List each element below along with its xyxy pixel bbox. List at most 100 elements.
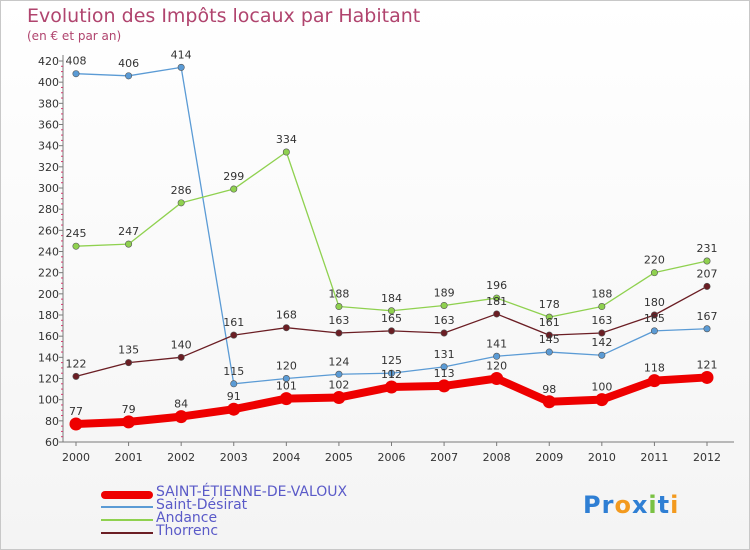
data-point-saint-desirat	[177, 63, 185, 71]
y-tick-label: 360	[38, 119, 59, 132]
data-point-saint-desirat	[335, 370, 343, 378]
y-tick-label: 100	[38, 394, 59, 407]
data-label-saint-etienne-de-valoux: 102	[328, 379, 349, 392]
data-point-saint-etienne-de-valoux	[279, 392, 293, 406]
y-tick-label: 220	[38, 267, 59, 280]
data-point-saint-etienne-de-valoux	[174, 410, 188, 424]
data-label-andance: 196	[486, 279, 507, 292]
series-line-saint-desirat	[75, 66, 708, 385]
x-tick-label: 2010	[588, 451, 616, 464]
data-label-saint-etienne-de-valoux: 101	[276, 380, 297, 393]
data-point-andance	[282, 148, 290, 156]
data-point-saint-desirat	[440, 363, 448, 371]
logo-letter: t	[657, 491, 671, 519]
data-point-andance	[545, 313, 553, 321]
y-tick-label: 120	[38, 373, 59, 386]
data-label-saint-etienne-de-valoux: 121	[697, 358, 718, 371]
x-tick-label: 2011	[640, 451, 668, 464]
y-tick-label: 420	[38, 55, 59, 68]
y-tick-label: 180	[38, 309, 59, 322]
y-tick-label: 320	[38, 161, 59, 174]
x-tick-label: 2012	[693, 451, 721, 464]
chart-title: Evolution des Impôts locaux par Habitant	[27, 5, 421, 27]
legend-swatch-saint-desirat	[101, 506, 153, 508]
data-label-thorrenc: 163	[434, 314, 455, 327]
data-label-thorrenc: 161	[223, 316, 244, 329]
y-tick-label: 60	[45, 436, 59, 449]
data-label-saint-desirat: 145	[539, 333, 560, 346]
data-label-thorrenc: 140	[171, 338, 192, 351]
data-label-saint-desirat: 115	[223, 365, 244, 378]
data-label-andance: 178	[539, 298, 560, 311]
data-label-thorrenc: 163	[328, 314, 349, 327]
data-point-thorrenc	[230, 331, 238, 339]
y-tick-label: 260	[38, 224, 59, 237]
data-point-andance	[177, 199, 185, 207]
data-label-thorrenc: 168	[276, 309, 297, 322]
data-point-thorrenc	[72, 372, 80, 380]
data-label-andance: 231	[697, 242, 718, 255]
legend-label-saint-etienne-de-valoux: SAINT-ÉTIENNE-DE-VALOUX	[156, 484, 348, 500]
data-label-thorrenc: 181	[486, 295, 507, 308]
y-tick-label: 240	[38, 246, 59, 259]
data-point-saint-desirat	[282, 374, 290, 382]
x-tick-label: 2000	[62, 451, 90, 464]
data-label-saint-desirat: 414	[171, 48, 192, 61]
x-tick-label: 2002	[167, 451, 195, 464]
data-point-thorrenc	[125, 359, 133, 367]
logo-letter: r	[601, 491, 615, 519]
y-tick-label: 80	[45, 415, 59, 428]
data-point-saint-desirat	[125, 72, 133, 80]
legend-label-andance: Andance	[156, 510, 218, 526]
data-label-thorrenc: 122	[66, 357, 87, 370]
data-label-andance: 286	[171, 184, 192, 197]
data-point-saint-etienne-de-valoux	[490, 372, 504, 385]
data-point-saint-desirat	[650, 327, 658, 335]
data-point-saint-etienne-de-valoux	[122, 415, 136, 429]
data-point-thorrenc	[650, 311, 658, 319]
data-label-saint-desirat: 124	[328, 355, 349, 368]
data-point-saint-etienne-de-valoux	[227, 402, 241, 416]
data-label-andance: 184	[381, 292, 402, 305]
y-tick-label: 300	[38, 182, 59, 195]
data-label-saint-etienne-de-valoux: 120	[486, 360, 507, 373]
data-label-andance: 334	[276, 133, 297, 146]
x-tick-label: 2008	[483, 451, 511, 464]
data-point-saint-desirat	[703, 325, 711, 333]
data-point-andance	[387, 307, 395, 315]
data-point-thorrenc	[440, 329, 448, 337]
data-point-saint-desirat	[598, 351, 606, 359]
data-point-thorrenc	[545, 331, 553, 339]
data-label-saint-etienne-de-valoux: 118	[644, 362, 665, 375]
data-label-thorrenc: 163	[591, 314, 612, 327]
data-label-andance: 220	[644, 254, 665, 267]
legend-swatch-thorrenc	[101, 532, 153, 534]
data-point-andance	[598, 303, 606, 311]
data-point-saint-desirat	[72, 70, 80, 78]
data-label-thorrenc: 207	[697, 267, 718, 280]
data-label-thorrenc: 165	[381, 312, 402, 325]
data-point-thorrenc	[598, 329, 606, 337]
y-tick-label: 400	[38, 76, 59, 89]
data-label-andance: 247	[118, 225, 139, 238]
data-point-andance	[72, 242, 80, 250]
data-point-thorrenc	[387, 327, 395, 335]
data-label-andance: 188	[328, 288, 349, 301]
data-point-andance	[493, 294, 501, 302]
data-label-saint-desirat: 408	[66, 55, 87, 68]
logo-letter: i	[648, 491, 658, 519]
data-label-thorrenc: 135	[118, 344, 139, 357]
legend-swatch-andance	[101, 519, 153, 521]
data-point-saint-desirat	[493, 352, 501, 360]
data-point-andance	[125, 240, 133, 248]
x-tick-label: 2006	[378, 451, 406, 464]
data-label-saint-desirat: 125	[381, 354, 402, 367]
data-point-andance	[335, 303, 343, 311]
logo-letter: x	[631, 491, 649, 519]
data-point-saint-etienne-de-valoux	[332, 391, 346, 405]
chart-subtitle: (en € et par an)	[27, 29, 122, 43]
data-point-saint-desirat	[230, 380, 238, 388]
data-point-andance	[703, 257, 711, 265]
data-point-thorrenc	[493, 310, 501, 318]
